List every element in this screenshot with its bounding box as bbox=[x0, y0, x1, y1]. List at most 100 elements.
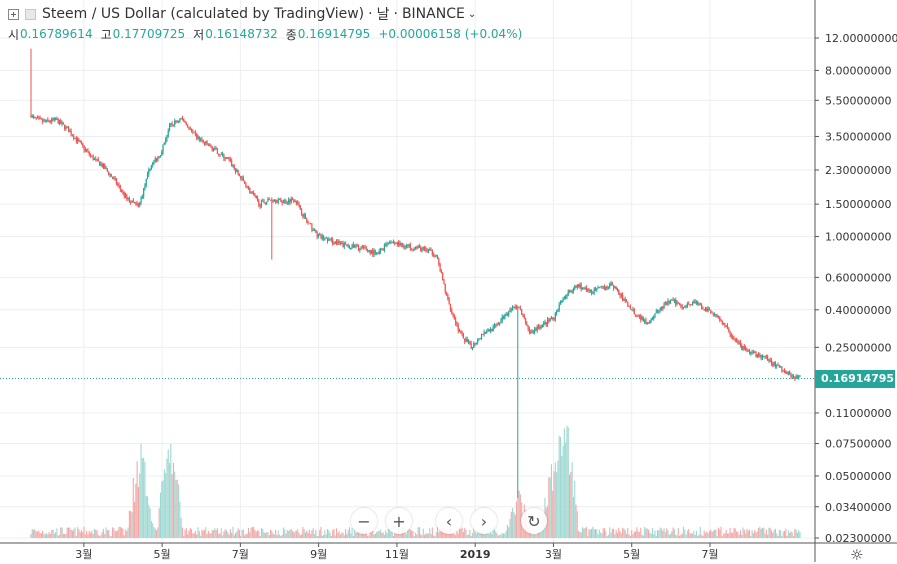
candle-body bbox=[723, 322, 725, 324]
candle-body bbox=[541, 324, 543, 328]
candle-body bbox=[346, 244, 348, 247]
candle-body bbox=[52, 118, 54, 120]
candle-body bbox=[267, 199, 269, 202]
candle-body bbox=[193, 131, 195, 133]
candle-body bbox=[726, 325, 729, 329]
candle-body bbox=[372, 250, 374, 255]
candle-body bbox=[86, 149, 88, 151]
candle-body bbox=[602, 286, 604, 288]
candle-body bbox=[102, 164, 105, 168]
candle-body bbox=[44, 120, 46, 122]
candle-body bbox=[398, 242, 400, 246]
candle-body bbox=[663, 303, 665, 309]
candle-body bbox=[197, 136, 199, 139]
interval-label[interactable]: 날 bbox=[376, 7, 390, 23]
candle-body bbox=[391, 241, 393, 243]
candle-body bbox=[489, 329, 492, 331]
separator-dot: · bbox=[368, 6, 373, 22]
candles bbox=[30, 48, 801, 498]
candle-body bbox=[163, 142, 165, 145]
y-tick-label: 0.02300000 bbox=[825, 532, 891, 545]
candle-body bbox=[32, 115, 35, 118]
candle-body bbox=[158, 156, 160, 158]
candle-body bbox=[92, 156, 94, 160]
candle-body bbox=[110, 174, 112, 177]
candle-body bbox=[496, 323, 498, 326]
candle-body bbox=[447, 293, 449, 300]
symbol-title[interactable]: Steem / US Dollar (calculated by Trading… bbox=[42, 6, 365, 22]
candle-body bbox=[118, 184, 120, 186]
candle-body bbox=[497, 323, 499, 325]
candle-body bbox=[365, 248, 367, 251]
candle-body bbox=[108, 171, 110, 175]
scroll-back-button[interactable]: ‹ bbox=[436, 508, 462, 534]
candle-body bbox=[471, 347, 474, 349]
candle-body bbox=[460, 331, 462, 333]
candle-body bbox=[192, 130, 194, 132]
candle-body bbox=[135, 203, 137, 205]
candle-body bbox=[487, 329, 489, 332]
candle-body bbox=[452, 313, 454, 316]
chevron-right-icon: › bbox=[480, 511, 488, 531]
candle-body bbox=[653, 317, 655, 319]
chevron-down-icon[interactable]: ⌄ bbox=[467, 8, 477, 20]
candle-body bbox=[511, 307, 514, 311]
candle-body bbox=[474, 343, 476, 345]
candle-body bbox=[321, 236, 323, 239]
candle-body bbox=[659, 308, 661, 311]
candle-body bbox=[466, 339, 468, 342]
settings-gear-icon[interactable]: ☼ bbox=[850, 546, 864, 564]
reset-chart-button[interactable]: ↻ bbox=[521, 508, 547, 534]
close-value: 0.16914795 bbox=[297, 27, 371, 41]
expand-icon[interactable] bbox=[8, 8, 19, 20]
candle-body bbox=[691, 302, 694, 306]
candle-body bbox=[421, 248, 423, 251]
candle-body bbox=[153, 161, 155, 164]
candle-body bbox=[724, 322, 726, 326]
candle-body bbox=[124, 194, 127, 197]
candle-body bbox=[799, 375, 801, 377]
candle-body bbox=[334, 241, 336, 244]
zoom-in-button[interactable]: + bbox=[386, 508, 412, 534]
candle-body bbox=[271, 199, 273, 201]
candle-body bbox=[302, 213, 304, 217]
candle-body bbox=[87, 150, 89, 152]
zoom-out-button[interactable]: − bbox=[351, 508, 377, 534]
candle-body bbox=[337, 241, 339, 244]
candle-body bbox=[708, 308, 710, 310]
candle-body bbox=[357, 245, 360, 251]
candle-body bbox=[155, 158, 158, 161]
candle-body bbox=[423, 247, 426, 249]
candle-body bbox=[105, 168, 107, 170]
scroll-forward-button[interactable]: › bbox=[471, 508, 497, 534]
candle-body bbox=[772, 363, 774, 366]
candle-body bbox=[585, 287, 587, 291]
candle-body bbox=[666, 302, 668, 305]
candle-body bbox=[298, 202, 300, 205]
candle-body bbox=[241, 177, 243, 179]
candle-body bbox=[641, 317, 643, 320]
candle-body bbox=[216, 148, 219, 155]
candle-body bbox=[514, 306, 516, 308]
candle-body bbox=[478, 338, 480, 340]
candle-body bbox=[526, 323, 528, 326]
candle-body bbox=[408, 244, 410, 246]
candle-body bbox=[53, 118, 55, 120]
candle-body bbox=[567, 290, 569, 296]
candle-body bbox=[479, 338, 481, 339]
candle-body bbox=[534, 328, 536, 333]
candle-body bbox=[66, 126, 68, 128]
candle-body bbox=[767, 356, 769, 361]
candle-body bbox=[685, 306, 687, 308]
candle-body bbox=[778, 365, 780, 367]
candle-body bbox=[619, 294, 621, 296]
candle-body bbox=[545, 322, 547, 325]
candle-body bbox=[578, 284, 580, 287]
candle-body bbox=[517, 307, 519, 309]
minus-icon: − bbox=[357, 511, 371, 531]
candle-body bbox=[236, 169, 238, 172]
candle-body bbox=[413, 248, 415, 250]
candle-body bbox=[519, 307, 521, 310]
exchange-label[interactable]: BINANCE bbox=[401, 6, 465, 22]
